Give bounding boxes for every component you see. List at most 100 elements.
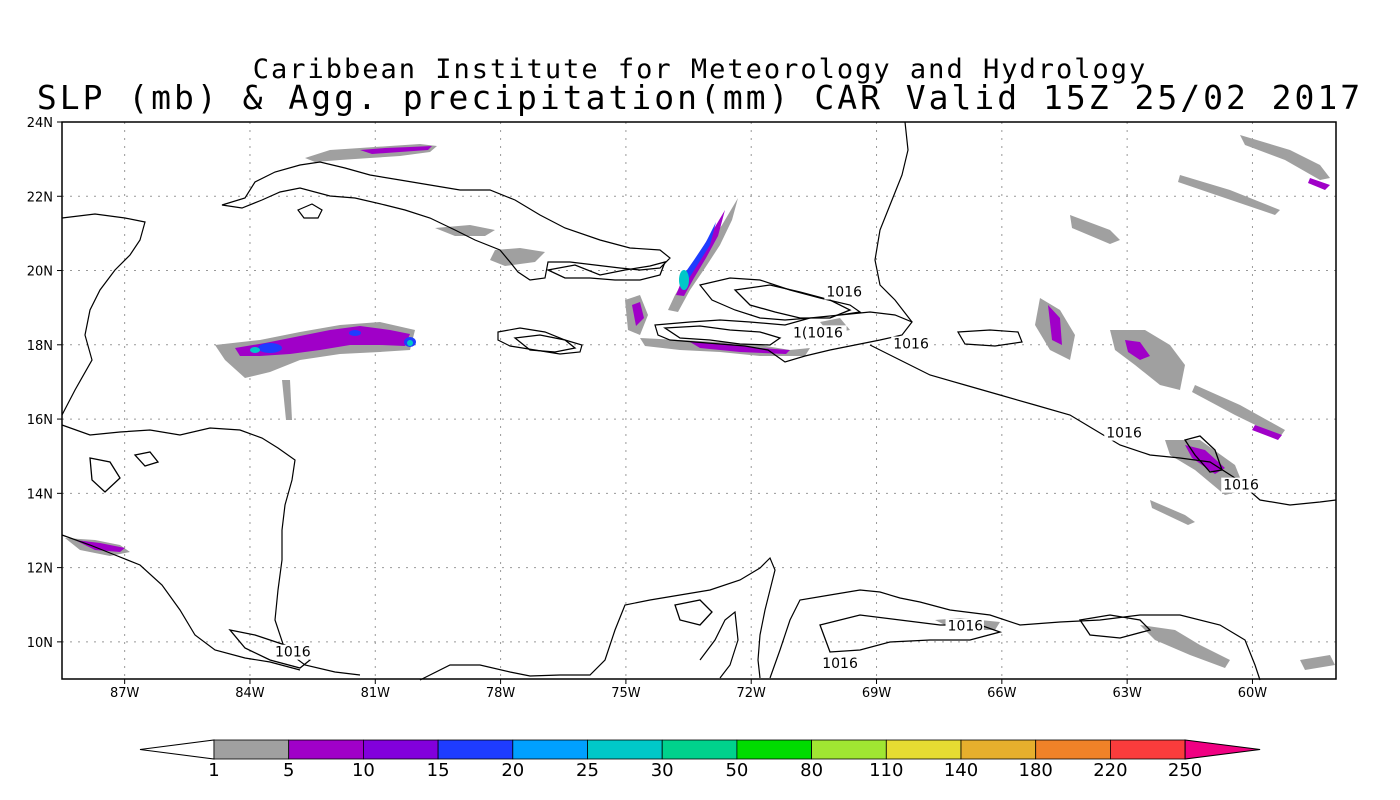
colorbar-label: 250: [1168, 760, 1202, 781]
colorbar-swatch-8: [811, 739, 887, 760]
colorbar-swatch-7: [736, 739, 813, 760]
colorbar-label: 110: [869, 760, 903, 781]
precip-cell-west-blue-3: [349, 330, 361, 336]
precip-area-south-hispaniola-core: [690, 342, 790, 354]
colorbar-label: 10: [352, 760, 375, 781]
precip-streak-west: [282, 380, 292, 420]
isobar-label-bg: [824, 284, 863, 300]
map-frame: [61, 121, 1337, 680]
lon-label: 78W: [486, 686, 516, 701]
colorbar-swatch-2: [362, 739, 439, 760]
colorbar-label: 1: [208, 760, 219, 781]
isobar-label: 1016: [1223, 478, 1259, 494]
chart-title: Caribbean Institute for Meteorology and …: [252, 54, 1148, 85]
precip-area-leeward-core: [1125, 340, 1150, 360]
isobar-labels: 1016 1(1016 1016 1016 1016 1016 1016 1016: [273, 284, 1260, 672]
chart-subtitle: SLP (mb) & Agg. precipitation(mm) CAR Va…: [36, 78, 1364, 117]
lon-axis: 87W 84W 81W 78W 75W 72W 69W 66W 63W 60W: [110, 679, 1267, 701]
lat-label: 22N: [27, 190, 53, 205]
isobar-label: 1016: [822, 656, 858, 672]
colorbar-label: 15: [427, 760, 450, 781]
grid-lines: [62, 122, 1336, 679]
precip-area-puerto-rico-east-core: [1048, 305, 1062, 345]
lon-label: 81W: [361, 686, 391, 701]
lon-label: 75W: [611, 686, 641, 701]
lon-label: 60W: [1238, 686, 1268, 701]
precip-cell-west-cyan-2: [407, 340, 413, 346]
lon-label: 87W: [110, 686, 140, 701]
colorbar-label: 80: [800, 760, 823, 781]
precip-area-haiti-sw-core: [632, 302, 644, 326]
isobar-label-bg: [1104, 425, 1143, 441]
isobar-label: 1016: [275, 645, 311, 661]
precip-streak-antilles-south: [1150, 500, 1195, 525]
colorbar-label: 50: [725, 760, 748, 781]
colorbar-swatch-6: [661, 739, 738, 760]
colorbar-label: 25: [576, 760, 599, 781]
precip-streak-east-1: [1240, 135, 1330, 180]
precip-cell-west-cyan-1: [250, 347, 260, 353]
colorbar-swatch-11: [1035, 739, 1111, 760]
precip-area-honduras-core: [75, 540, 125, 552]
coast-honduras-south: [61, 534, 301, 671]
isobar-label-bg: [273, 644, 312, 660]
contour-guajira: [674, 599, 713, 626]
coast-hispaniola: [654, 277, 913, 363]
colorbar-label: 30: [651, 760, 674, 781]
isobar-label-bg: [1221, 477, 1260, 493]
lat-label: 20N: [27, 265, 53, 280]
lat-label: 24N: [27, 116, 53, 131]
precip-streak-east-3: [1070, 215, 1120, 244]
contour-haiti-south: [663, 325, 782, 346]
coast-guajira: [699, 610, 739, 679]
colorbar-swatch-5: [587, 739, 663, 760]
contour-antilles: [1183, 435, 1223, 473]
coast-atlantic-front: [874, 121, 913, 323]
colorbar-swatch-3: [437, 739, 514, 760]
contour-venezuela-1016: [819, 614, 1003, 653]
colorbar-arrow-low: [139, 739, 215, 760]
coast-venezuela: [769, 589, 1261, 681]
precip-streak-east-1-core: [1308, 178, 1330, 190]
isobar-label: 1016: [948, 619, 984, 635]
colorbar-swatch-1: [288, 739, 364, 760]
colorbar-label: 180: [1019, 760, 1053, 781]
contour-trinidad: [1078, 614, 1152, 639]
lat-label: 18N: [27, 339, 53, 354]
colorbar-swatch-12: [1110, 739, 1186, 760]
coast-colombia: [419, 556, 776, 681]
lat-label: 14N: [27, 487, 53, 502]
slp-contours: [89, 261, 1223, 669]
precip-area-leeward: [1110, 330, 1185, 390]
colorbar-swatch-0: [213, 739, 290, 760]
colorbar-label: 220: [1093, 760, 1127, 781]
isobar-label: 1(1016: [793, 325, 843, 341]
contour-hispaniola-1016: [733, 284, 852, 319]
contour-nicaragua: [228, 629, 312, 669]
isobar-label-bg: [891, 336, 930, 352]
coast-cuba-north: [221, 161, 671, 281]
colorbar-arrow-high: [1184, 739, 1261, 760]
colorbar: 1 5 10 15 20 25 30 50 80 110 140 180 220 250: [139, 739, 1261, 781]
precip-streak-east-4-core: [1252, 425, 1282, 440]
lon-label: 69W: [862, 686, 892, 701]
lon-label: 66W: [987, 686, 1017, 701]
lat-axis: 10N 12N 14N 16N 18N 20N 22N 24N: [27, 116, 62, 651]
isobar-label: 1016: [826, 285, 862, 301]
precip-streak-east-2: [1178, 175, 1280, 215]
isobar-label: 1016: [893, 337, 929, 353]
isobar-label-bg: [945, 618, 984, 634]
colorbar-swatch-4: [512, 739, 588, 760]
lon-label: 63W: [1112, 686, 1142, 701]
precipitation-field: [65, 135, 1335, 670]
colorbar-label: 20: [501, 760, 524, 781]
isobar-label-bg: [820, 655, 859, 671]
precip-area-cuba-north-core: [360, 146, 432, 154]
lat-label: 12N: [27, 562, 53, 577]
contour-haiti-1016: [545, 261, 667, 281]
coast-yucatan: [61, 213, 146, 416]
lon-label: 84W: [235, 686, 265, 701]
coast-isle-of-youth: [297, 203, 323, 219]
colorbar-label: 140: [944, 760, 978, 781]
